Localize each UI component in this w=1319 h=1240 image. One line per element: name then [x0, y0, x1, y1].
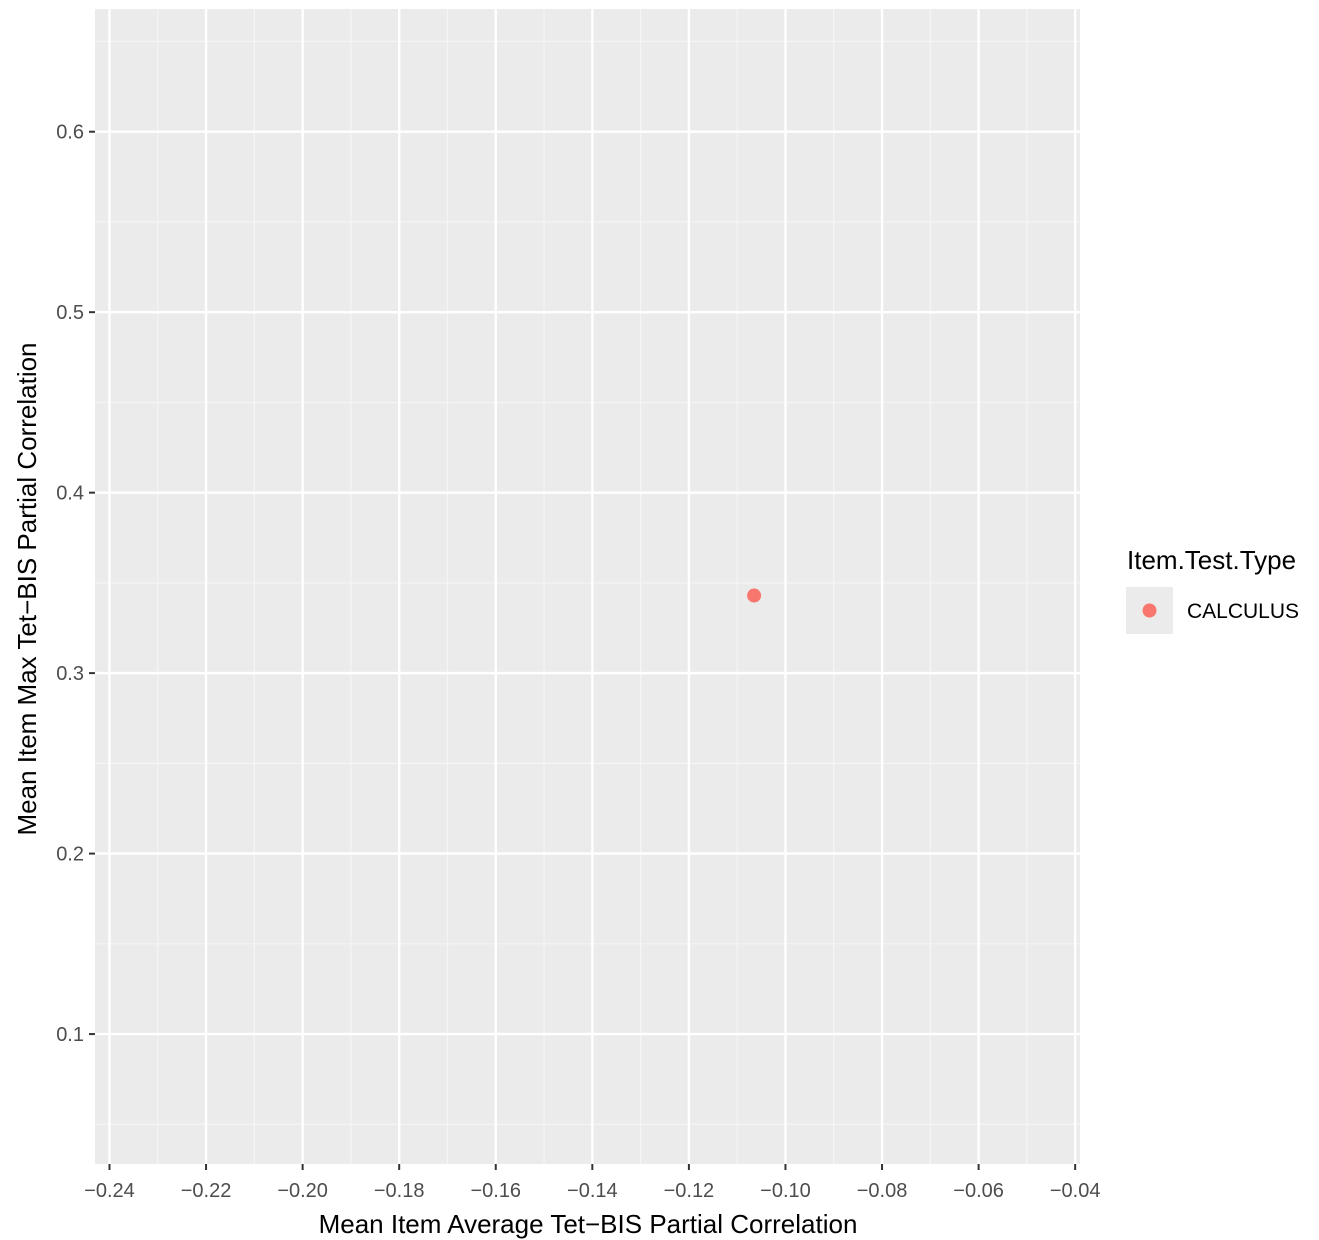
y-axis-title: Mean Item Max Tet−BIS Partial Correlatio…: [12, 342, 42, 835]
y-tick-label: 0.1: [56, 1024, 84, 1046]
legend-entry-label: CALCULUS: [1187, 600, 1299, 623]
y-tick-label: 0.5: [56, 302, 84, 324]
y-tick-label: 0.6: [56, 122, 84, 144]
x-tick-label: −0.08: [857, 1180, 908, 1202]
x-tick-label: −0.06: [953, 1180, 1004, 1202]
data-point: [747, 588, 762, 603]
minor-gridlines: [95, 9, 1080, 1164]
x-tick-label: −0.10: [760, 1180, 811, 1202]
x-axis: −0.24 −0.22 −0.20 −0.18 −0.16 −0.14 −0.12 −0.10…: [84, 1164, 1100, 1202]
x-tick-label: −0.18: [374, 1180, 425, 1202]
x-tick-label: −0.16: [470, 1180, 521, 1202]
x-tick-label: −0.22: [181, 1180, 232, 1202]
x-tick-label: −0.12: [664, 1180, 715, 1202]
x-axis-title: Mean Item Average Tet−BIS Partial Correl…: [319, 1209, 858, 1239]
x-tick-label: −0.20: [277, 1180, 328, 1202]
x-tick-label: −0.24: [84, 1180, 135, 1202]
y-tick-label: 0.3: [56, 663, 84, 685]
y-tick-label: 0.4: [56, 483, 84, 505]
x-tick-label: −0.04: [1050, 1180, 1101, 1202]
legend: Item.Test.Type CALCULUS: [1126, 545, 1299, 634]
major-gridlines: [95, 9, 1080, 1164]
legend-title: Item.Test.Type: [1127, 545, 1296, 575]
y-axis: 0.1 0.2 0.3 0.4 0.5 0.6: [56, 122, 95, 1046]
panel-background: [95, 9, 1080, 1164]
x-tick-label: −0.14: [567, 1180, 618, 1202]
data-points: [747, 588, 762, 603]
y-tick-label: 0.2: [56, 844, 84, 866]
legend-key-marker: [1142, 603, 1157, 618]
